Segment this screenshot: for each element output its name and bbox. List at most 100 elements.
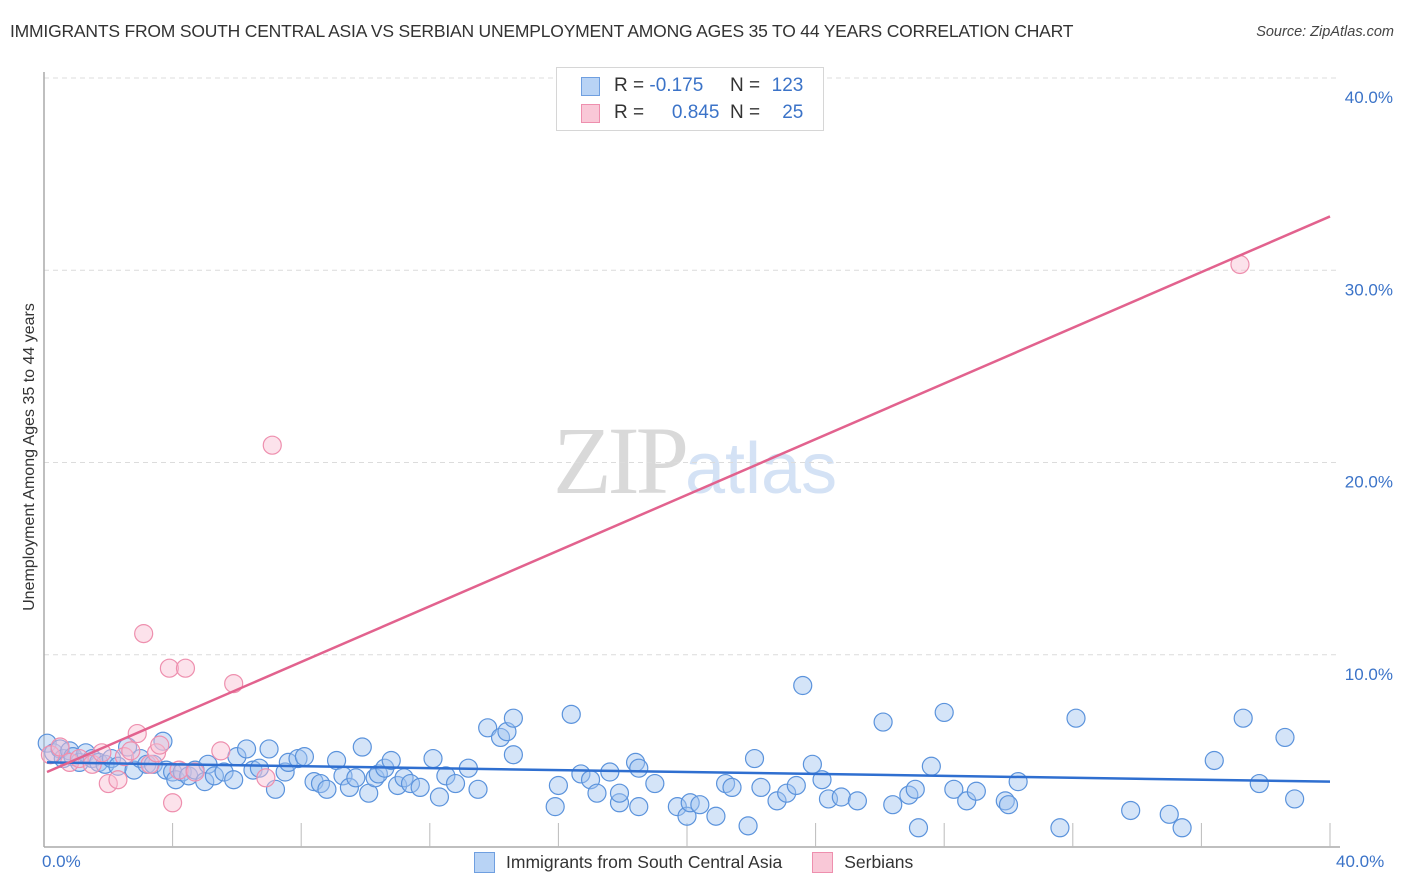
- data-point: [423, 748, 443, 769]
- legend-r-value: 0.845: [671, 102, 720, 123]
- data-point: [847, 791, 867, 811]
- legend-item-serbians[interactable]: Serbians: [812, 852, 913, 873]
- legend-n-value: 25: [782, 102, 804, 123]
- data-point: [1172, 818, 1192, 838]
- data-point: [873, 712, 893, 732]
- data-point: [50, 737, 70, 757]
- data-point: [1204, 750, 1224, 771]
- data-point: [767, 791, 787, 811]
- axes: [43, 72, 1340, 848]
- pink-square-icon: [812, 852, 834, 873]
- data-point: [905, 779, 925, 799]
- data-point: [629, 758, 649, 778]
- data-point: [204, 766, 224, 786]
- data-point: [1285, 789, 1305, 809]
- data-point: [1008, 772, 1028, 792]
- pink-swatch-icon: [581, 103, 600, 123]
- data-point: [381, 750, 401, 771]
- data-point: [738, 816, 758, 836]
- data-point: [802, 754, 822, 774]
- trend-line-serbians: [46, 215, 1331, 774]
- data-point: [545, 797, 565, 817]
- data-point: [185, 762, 205, 782]
- watermark-zip: ZIP: [553, 407, 689, 514]
- data-point: [777, 783, 797, 803]
- data-point: [1121, 800, 1141, 821]
- zipatlas-watermark: ZIPatlas: [553, 405, 837, 516]
- data-point: [445, 773, 466, 794]
- x-tick-max: 40.0%: [1336, 852, 1385, 871]
- data-point: [1275, 727, 1295, 748]
- data-point: [690, 795, 710, 815]
- data-point: [680, 793, 700, 813]
- data-point: [436, 766, 456, 786]
- legend-label-immigrants: Immigrants from South Central Asia: [506, 852, 783, 872]
- data-point: [609, 783, 630, 803]
- data-point: [400, 773, 421, 794]
- data-point: [108, 756, 128, 776]
- data-point: [352, 737, 372, 757]
- legend-r-value: -0.175: [649, 75, 704, 96]
- data-point: [429, 787, 450, 807]
- data-point: [667, 797, 687, 817]
- data-point: [934, 702, 954, 723]
- data-point: [503, 745, 523, 765]
- data-point: [410, 777, 430, 798]
- data-point: [256, 768, 276, 788]
- data-point: [587, 783, 607, 803]
- data-point: [831, 787, 851, 807]
- data-point: [146, 743, 167, 763]
- data-point: [249, 758, 270, 778]
- data-point: [1066, 708, 1086, 728]
- data-point: [998, 795, 1019, 815]
- data-point: [1233, 708, 1253, 728]
- correlation-legend: R = -0.175 N = 123 R = 0.845 N = 25: [556, 67, 824, 131]
- y-tick-labels: 10.0% 20.0% 30.0% 40.0%: [1345, 88, 1393, 684]
- data-point: [211, 741, 231, 761]
- data-point: [944, 779, 964, 799]
- legend-row-immigrants: R = -0.175 N = 123: [581, 73, 803, 99]
- data-point: [108, 770, 128, 790]
- data-point: [751, 777, 771, 798]
- data-point: [224, 770, 244, 790]
- data-point: [1249, 773, 1269, 794]
- data-point: [706, 806, 726, 826]
- data-point: [262, 435, 282, 455]
- series-legend: Immigrants from South Central Asia Serbi…: [474, 852, 943, 873]
- data-point: [722, 777, 742, 798]
- legend-label-serbians: Serbians: [844, 852, 914, 872]
- data-point: [317, 779, 337, 799]
- data-point: [134, 624, 154, 644]
- data-point: [175, 658, 196, 678]
- data-point: [908, 818, 929, 838]
- data-point: [744, 748, 765, 769]
- y-tick-label: 10.0%: [1345, 665, 1393, 684]
- legend-row-serbians: R = 0.845 N = 25: [581, 100, 803, 126]
- data-point: [98, 773, 118, 794]
- data-point: [121, 741, 141, 761]
- data-point: [159, 658, 179, 678]
- legend-item-immigrants[interactable]: Immigrants from South Central Asia: [474, 852, 782, 873]
- data-point: [645, 773, 665, 794]
- legend-r-label: R =: [614, 75, 645, 96]
- legend-n-label: N =: [729, 102, 761, 123]
- y-tick-label: 20.0%: [1345, 473, 1393, 492]
- legend-n-value: 123: [771, 75, 804, 96]
- series-serbians-points: [40, 254, 1250, 813]
- data-point: [548, 775, 569, 796]
- data-point: [163, 793, 183, 813]
- x-tick-min: 0.0%: [42, 852, 81, 871]
- y-tick-label: 40.0%: [1345, 88, 1393, 107]
- data-point: [629, 797, 649, 817]
- data-point: [561, 704, 581, 724]
- data-point: [478, 718, 498, 738]
- data-point: [609, 793, 630, 813]
- data-point: [921, 756, 941, 776]
- data-point: [259, 739, 279, 759]
- data-point: [294, 747, 315, 767]
- chart-title: IMMIGRANTS FROM SOUTH CENTRAL ASIA VS SE…: [10, 21, 1074, 41]
- data-point: [503, 708, 523, 728]
- gridlines: [44, 77, 1340, 656]
- data-point: [214, 762, 234, 782]
